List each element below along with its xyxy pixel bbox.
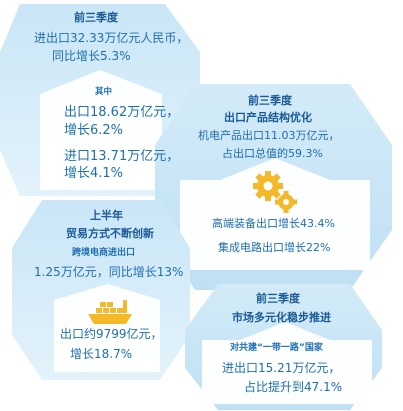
panel-4-line-1: 对共建“一带一路”国家 [230,343,323,353]
panel-1-import-growth: 增长4.1% [64,166,124,181]
panel-4-title: 前三季度 [256,292,300,305]
arrow-up-panel-4 [202,322,372,404]
panel-1-line-1: 进出口32.33万亿元人民币， [34,31,189,45]
arrow-up-panel-3 [54,284,160,372]
panel-1-export-growth: 增长6.2% [64,123,124,138]
panel-3-subtitle: 贸易方式不断创新 [66,227,154,240]
panel-2-subtitle: 出口产品结构优化 [224,111,312,124]
panel-1-subtitle: 其中 [95,87,113,97]
panel-1-title: 前三季度 [74,11,118,24]
panel-3-line-1: 跨境电商进出口 [72,248,136,258]
panel-2-line-3: 高端装备出口增长43.4% [212,217,335,230]
panel-2-line-1: 机电产品出口11.03万亿元， [198,129,340,142]
panel-3-line-3: 出口约9799亿元， [60,327,163,341]
panel-4-line-3: 占比提升到47.1% [244,380,343,394]
panel-1-import: 进口13.71万亿元， [64,149,180,164]
panel-2-title: 前三季度 [248,94,292,107]
panel-3-title: 上半年 [90,209,123,222]
panel-1-export: 出口18.62万亿元， [64,105,180,120]
panel-4-subtitle: 市场多元化稳步推进 [232,311,331,324]
panel-3-line-2: 1.25万亿元，同比增长13% [34,265,184,279]
panel-2-line-4: 集成电路出口增长22% [218,241,331,254]
arrow-up-panel-2 [180,158,370,270]
cargo-ship-icon [88,300,132,324]
panel-3-line-4: 增长18.7% [70,347,133,361]
gears-icon [253,171,297,213]
panel-4-line-2: 进出口15.21万亿元， [222,361,341,375]
panel-2-line-2: 占出口总值的59.3% [222,147,323,160]
arrow-up-panel-1 [40,70,162,190]
panel-1-line-2: 同比增长5.3% [52,49,131,63]
